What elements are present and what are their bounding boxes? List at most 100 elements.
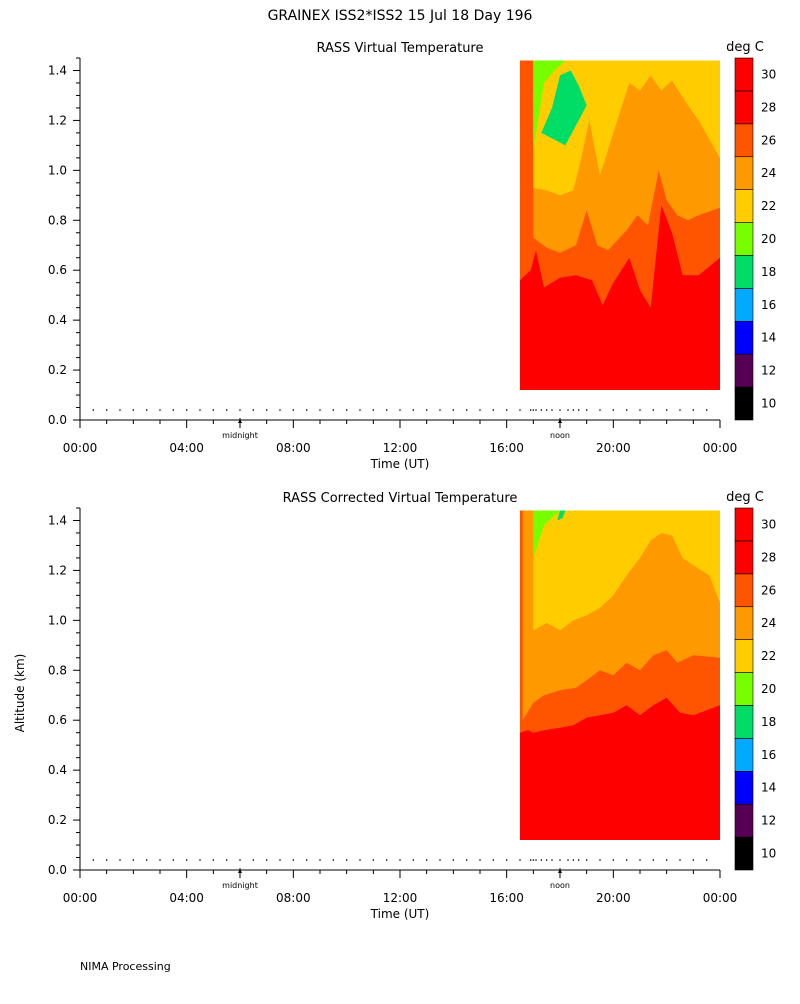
sample-dot <box>452 409 455 411</box>
sample-dot <box>692 859 695 861</box>
colorbar-label: 10 <box>761 847 776 861</box>
colorbar-swatch <box>734 189 754 223</box>
colorbar-label: 20 <box>761 232 776 246</box>
sample-dot <box>679 859 681 861</box>
sample-dot <box>359 409 361 411</box>
sample-dot <box>265 859 268 861</box>
contour-band-22-24 <box>533 510 720 631</box>
colorbar-label: 22 <box>761 199 776 213</box>
y-axis-label: Altitude (km) <box>13 654 27 733</box>
sample-dot <box>105 859 108 861</box>
sample-dot <box>199 859 201 861</box>
y-tick-label: 0.8 <box>48 213 67 227</box>
sample-dot <box>540 409 543 411</box>
sample-dot <box>551 859 553 861</box>
sample-dot <box>705 409 708 411</box>
sample-dot <box>439 859 441 861</box>
sample-dot <box>639 409 641 411</box>
sample-dot <box>577 859 580 861</box>
no-data-mask <box>519 390 721 419</box>
sample-dot <box>505 409 508 411</box>
sample-dot <box>535 409 537 411</box>
sample-dot <box>332 409 335 411</box>
sample-dot <box>540 859 543 861</box>
colorbar-label: 18 <box>761 715 776 729</box>
sample-dot <box>185 409 188 411</box>
sample-dot <box>225 859 228 861</box>
colorbar-label: 12 <box>761 814 776 828</box>
sample-dot <box>551 409 553 411</box>
colorbar-label: 10 <box>761 397 776 411</box>
colorbar-label: 30 <box>761 517 776 531</box>
sample-dot <box>479 409 481 411</box>
sample-dot <box>105 409 108 411</box>
sample-dot <box>567 859 569 861</box>
colorbar-label: 24 <box>761 616 776 630</box>
colorbar-swatch <box>734 639 754 673</box>
sample-dot <box>585 409 588 411</box>
sample-dot <box>679 409 681 411</box>
sample-dot <box>345 409 348 411</box>
y-tick-label: 1.4 <box>48 63 67 77</box>
colorbar-label: 20 <box>761 682 776 696</box>
colorbar-label: 14 <box>761 781 776 795</box>
sample-dot <box>492 859 495 861</box>
y-tick-label: 0.8 <box>48 663 67 677</box>
sample-dot <box>252 409 255 411</box>
sample-dot <box>505 859 508 861</box>
y-tick-label: 1.2 <box>48 563 67 577</box>
footer-text: NIMA Processing <box>80 960 171 973</box>
sample-dot <box>212 409 215 411</box>
no-data-mask <box>519 840 721 869</box>
sample-dot <box>159 859 161 861</box>
colorbar-label: 28 <box>761 100 776 114</box>
y-tick-label: 0.0 <box>48 413 67 427</box>
noon-marker-arrow <box>558 419 562 423</box>
colorbar-swatch <box>734 507 754 542</box>
colorbar-swatch <box>734 353 754 388</box>
sample-dot <box>332 859 335 861</box>
y-tick-label: 1.2 <box>48 113 67 127</box>
x-axis-label: Time (UT) <box>370 457 430 471</box>
y-tick-label: 0.2 <box>48 363 67 377</box>
y-tick-label: 0.0 <box>48 863 67 877</box>
sample-dot <box>199 409 201 411</box>
sample-dot <box>372 859 375 861</box>
sample-dot <box>705 859 708 861</box>
x-tick-label: 04:00 <box>169 441 204 455</box>
sample-dot <box>529 409 532 411</box>
sample-dot <box>292 409 295 411</box>
x-tick-label: 16:00 <box>489 891 524 905</box>
colorbar-swatch <box>734 123 754 158</box>
sample-dot <box>439 409 441 411</box>
sample-dot <box>425 409 428 411</box>
colorbar-swatch <box>734 606 754 640</box>
colorbar-swatch <box>734 573 754 608</box>
colorbar-label: 30 <box>761 67 776 81</box>
sample-dot <box>92 859 95 861</box>
sample-dot <box>465 409 468 411</box>
x-tick-label: 00:00 <box>703 891 738 905</box>
colorbar-unit: deg C <box>726 490 764 505</box>
sample-dot <box>132 409 135 411</box>
x-tick-label: 08:00 <box>276 441 311 455</box>
sample-dot <box>612 859 615 861</box>
sample-dot <box>625 409 628 411</box>
colorbar-unit: deg C <box>726 40 764 55</box>
colorbar-swatch <box>734 705 754 739</box>
colorbar-label: 16 <box>761 298 776 312</box>
sample-dot <box>372 409 375 411</box>
midnight-marker-arrow <box>238 419 242 423</box>
y-tick-label: 0.6 <box>48 263 67 277</box>
sample-dot <box>639 859 641 861</box>
x-tick-label: 00:00 <box>63 891 98 905</box>
colorbar-label: 12 <box>761 364 776 378</box>
sample-dot <box>279 409 281 411</box>
y-tick-label: 0.4 <box>48 763 67 777</box>
x-tick-label: 16:00 <box>489 441 524 455</box>
sample-dot <box>399 409 401 411</box>
colorbar-swatch <box>734 803 754 838</box>
sample-dot <box>652 409 655 411</box>
sample-dot <box>652 859 655 861</box>
